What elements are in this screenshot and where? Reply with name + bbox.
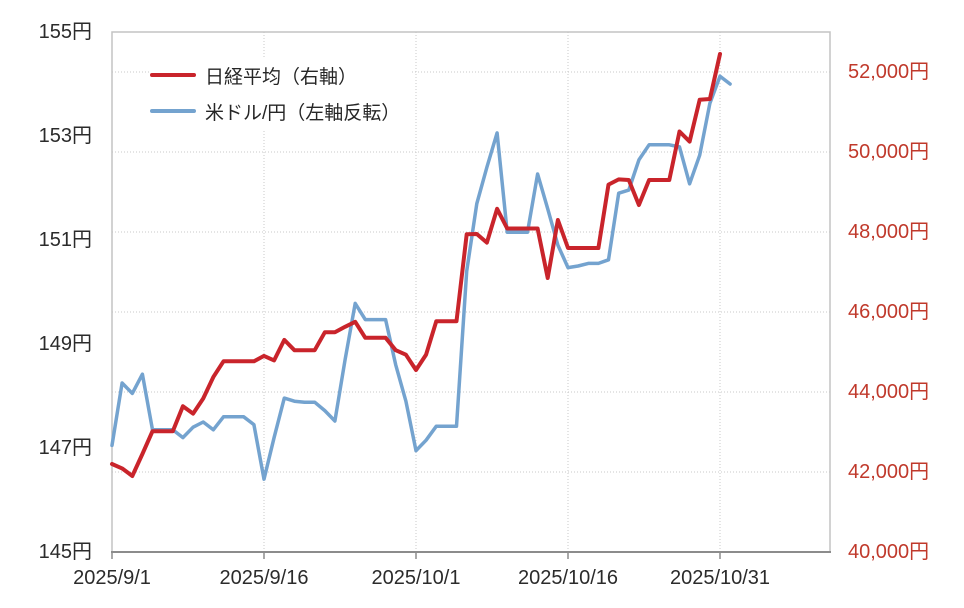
usdjpy-line <box>110 74 732 481</box>
left-axis-label: 151円 <box>38 229 92 251</box>
x-axis-label: 2025/10/31 <box>669 567 771 589</box>
legend-item-nikkei: 日経平均（右軸） <box>150 57 411 93</box>
left-axis-label: 147円 <box>38 437 92 459</box>
x-axis-label: 2025/9/16 <box>219 567 309 589</box>
left-axis-label: 155円 <box>38 21 92 43</box>
x-axis-label: 2025/9/1 <box>73 567 151 589</box>
right-axis-label: 46,000円 <box>848 301 930 323</box>
left-axis-label: 153円 <box>38 125 92 147</box>
right-axis-label: 40,000円 <box>848 541 930 563</box>
right-axis-label: 52,000円 <box>848 61 930 83</box>
nikkei-line <box>110 52 722 478</box>
right-axis-label: 48,000円 <box>848 221 930 243</box>
legend-item-usdjpy: 米ドル/円（左軸反転） <box>150 93 411 129</box>
usdjpy-line-swatch <box>150 109 196 113</box>
left-axis-label: 149円 <box>38 333 92 355</box>
right-axis-label: 42,000円 <box>848 461 930 483</box>
x-axis-label: 2025/10/1 <box>371 567 461 589</box>
legend-label-usdjpy: 米ドル/円（左軸反転） <box>205 102 401 124</box>
legend-label-nikkei: 日経平均（右軸） <box>205 66 358 88</box>
left-axis-label: 145円 <box>38 541 92 563</box>
right-axis-label: 44,000円 <box>848 381 930 403</box>
right-axis-label: 50,000円 <box>848 141 930 163</box>
x-axis-label: 2025/10/16 <box>517 567 619 589</box>
chart-legend: 日経平均（右軸） 米ドル/円（左軸反転） <box>150 57 411 129</box>
nikkei-line-swatch <box>150 73 196 77</box>
